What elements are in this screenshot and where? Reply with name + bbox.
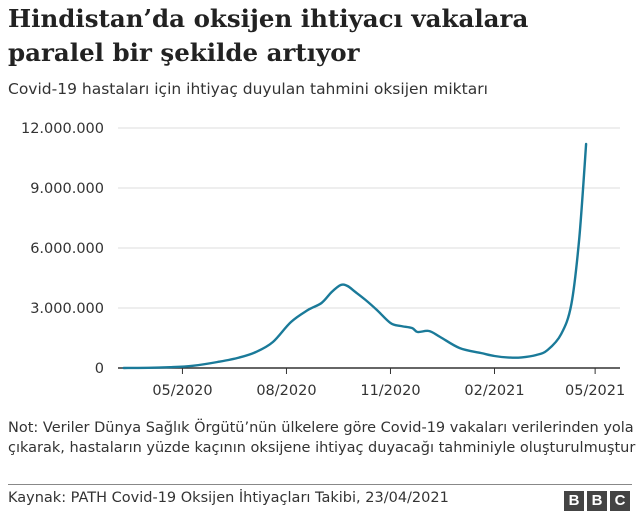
x-axis: 05/2020 08/2020 11/2020 02/2021 05/2021 (152, 368, 625, 399)
bbc-logo-letter: B (587, 491, 607, 511)
chart-title: Hindistan’da oksijen ihtiyacı vakalara p… (8, 4, 529, 67)
y-tick-label: 0 (95, 361, 104, 377)
x-tick-label: 08/2020 (256, 383, 316, 399)
chart-subtitle: Covid-19 hastaları için ihtiyaç duyulan … (8, 80, 488, 98)
oxygen-demand-line-chart: 0 3.000.000 6.000.000 9.000.000 12.000.000 0… (21, 121, 625, 399)
bbc-logo-letter: B (564, 491, 584, 511)
oxygen-demand-line (122, 142, 588, 370)
bbc-logo: B B C (564, 491, 630, 511)
y-tick-label: 3.000.000 (30, 301, 104, 317)
footnote: Not: Veriler Dünya Sağlık Örgütü’nün ülk… (8, 420, 636, 456)
y-tick-label: 9.000.000 (30, 181, 104, 197)
grid-layer (118, 127, 620, 369)
y-axis: 0 3.000.000 6.000.000 9.000.000 12.000.000 (21, 121, 104, 377)
x-tick-label: 05/2020 (152, 383, 212, 399)
footer-divider (8, 484, 632, 485)
x-tick-label: 05/2021 (565, 383, 625, 399)
y-tick-label: 12.000.000 (21, 121, 104, 137)
bbc-logo-letter: C (610, 491, 630, 511)
y-tick-label: 6.000.000 (30, 241, 104, 257)
x-tick-label: 11/2020 (360, 383, 420, 399)
source-credit: Kaynak: PATH Covid-19 Oksijen İhtiyaçlar… (8, 490, 449, 506)
x-tick-label: 02/2021 (464, 383, 524, 399)
series-layer (122, 142, 588, 370)
